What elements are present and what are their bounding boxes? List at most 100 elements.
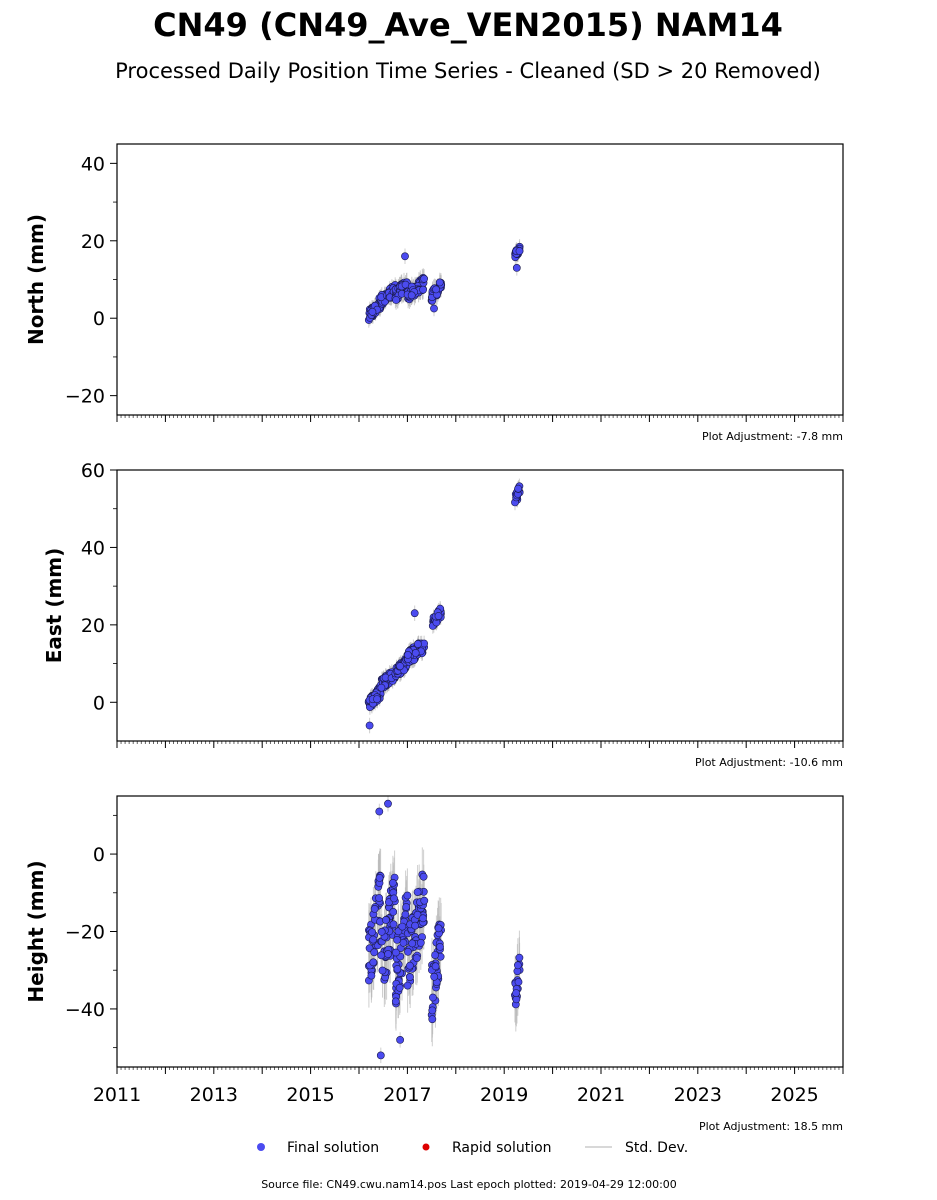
y-tick-label: −20 — [65, 386, 105, 408]
y-tick-label: 40 — [81, 153, 105, 175]
data-point — [430, 972, 439, 981]
data-point — [391, 997, 400, 1006]
y-tick-label: 20 — [81, 231, 105, 253]
data-point — [377, 927, 386, 936]
data-point — [419, 872, 428, 881]
data-point — [378, 966, 387, 975]
data-point — [393, 936, 401, 944]
data-point — [402, 903, 411, 911]
x-tick-label: 2025 — [770, 1084, 818, 1106]
data-point — [370, 948, 379, 957]
data-point — [428, 1015, 437, 1024]
y-tick-label: 0 — [93, 844, 105, 866]
data-point — [370, 905, 379, 913]
data-point — [515, 953, 524, 962]
data-point — [403, 651, 412, 659]
data-point — [390, 894, 398, 903]
y-tick-label: 60 — [81, 460, 105, 482]
data-point — [413, 910, 422, 919]
legend-final-marker — [257, 1143, 265, 1151]
data-point — [367, 971, 376, 980]
data-point — [413, 640, 422, 648]
data-point — [375, 874, 384, 882]
panels: −20 0 20 40 North (mm) Plot Adjustment: -7.8 … — [24, 143, 844, 1133]
panel-0: −20 0 20 40 North (mm) Plot Adjustment: -7.8 … — [24, 143, 844, 443]
data-point — [404, 947, 412, 956]
data-point — [392, 296, 400, 304]
data-point — [514, 978, 523, 986]
x-tick-label: 2023 — [674, 1084, 722, 1106]
data-point — [405, 973, 414, 981]
y-tick-label: 0 — [93, 692, 105, 714]
data-point — [431, 951, 439, 959]
data-point — [434, 612, 443, 620]
y-axis-label: Height (mm) — [24, 860, 48, 1002]
data-point — [431, 962, 440, 971]
y-tick-label: −40 — [65, 999, 105, 1021]
data-point — [401, 252, 409, 261]
data-point — [377, 683, 386, 692]
data-point — [432, 285, 440, 294]
x-tick-label: 2011 — [93, 1084, 141, 1106]
data-point — [381, 916, 390, 924]
y-tick-label: 0 — [93, 308, 105, 330]
plot-adjustment: Plot Adjustment: -7.8 mm — [702, 430, 843, 443]
chart-subtitle: Processed Daily Position Time Series - C… — [115, 59, 821, 83]
data-point — [410, 609, 419, 618]
data-point — [411, 649, 420, 657]
data-point — [413, 888, 422, 896]
panel-2: −40 −20 0 2011 2013 2015 2017 2019 2021 2023 2025 H… — [24, 795, 844, 1133]
points-1 — [364, 482, 524, 730]
plot-adjustment: Plot Adjustment: -10.6 mm — [695, 756, 843, 769]
plot-frame-0 — [116, 143, 844, 416]
data-point — [416, 938, 425, 947]
plot-frame-1 — [116, 469, 844, 742]
data-point — [435, 278, 444, 287]
data-point — [408, 939, 417, 948]
data-point — [401, 910, 410, 919]
data-point — [388, 879, 397, 887]
source-footer: Source file: CN49.cwu.nam14.pos Last epo… — [261, 1178, 677, 1191]
points-0 — [364, 242, 524, 324]
data-point — [365, 721, 374, 730]
data-point — [428, 1006, 437, 1015]
data-point — [395, 983, 404, 992]
data-point — [384, 799, 392, 808]
data-point — [430, 304, 438, 313]
data-point — [396, 662, 404, 671]
data-point — [405, 961, 414, 970]
data-point — [512, 263, 521, 272]
data-point — [420, 896, 429, 905]
data-point — [377, 951, 386, 960]
legend-rapid-label: Rapid solution — [452, 1140, 552, 1156]
data-point — [407, 291, 416, 300]
data-point — [384, 950, 392, 958]
data-point — [428, 993, 437, 1002]
y-tick-label: 40 — [81, 537, 105, 559]
chart-title: CN49 (CN49_Ave_VEN2015) NAM14 — [153, 6, 783, 44]
y-tick-label: −20 — [65, 922, 105, 944]
data-point — [376, 1051, 385, 1060]
data-point — [436, 943, 444, 951]
y-tick-label: 20 — [81, 615, 105, 637]
x-tick-label: 2021 — [577, 1084, 625, 1106]
data-point — [515, 247, 524, 255]
x-tick-label: 2013 — [190, 1084, 238, 1106]
data-point — [391, 948, 400, 957]
data-point — [389, 920, 398, 929]
plot-frame-2 — [116, 795, 844, 1068]
data-point — [514, 961, 522, 970]
data-point — [393, 965, 402, 973]
x-tick-label: 2017 — [383, 1084, 431, 1106]
data-point — [434, 924, 443, 933]
data-point — [512, 989, 520, 997]
data-point — [369, 935, 377, 944]
data-point — [398, 922, 407, 931]
data-point — [369, 958, 378, 967]
data-point — [419, 914, 427, 923]
data-point — [412, 954, 421, 962]
error-bars-1 — [368, 478, 521, 734]
y-axis-label: North (mm) — [24, 214, 48, 345]
y-axis-label: East (mm) — [42, 548, 66, 664]
